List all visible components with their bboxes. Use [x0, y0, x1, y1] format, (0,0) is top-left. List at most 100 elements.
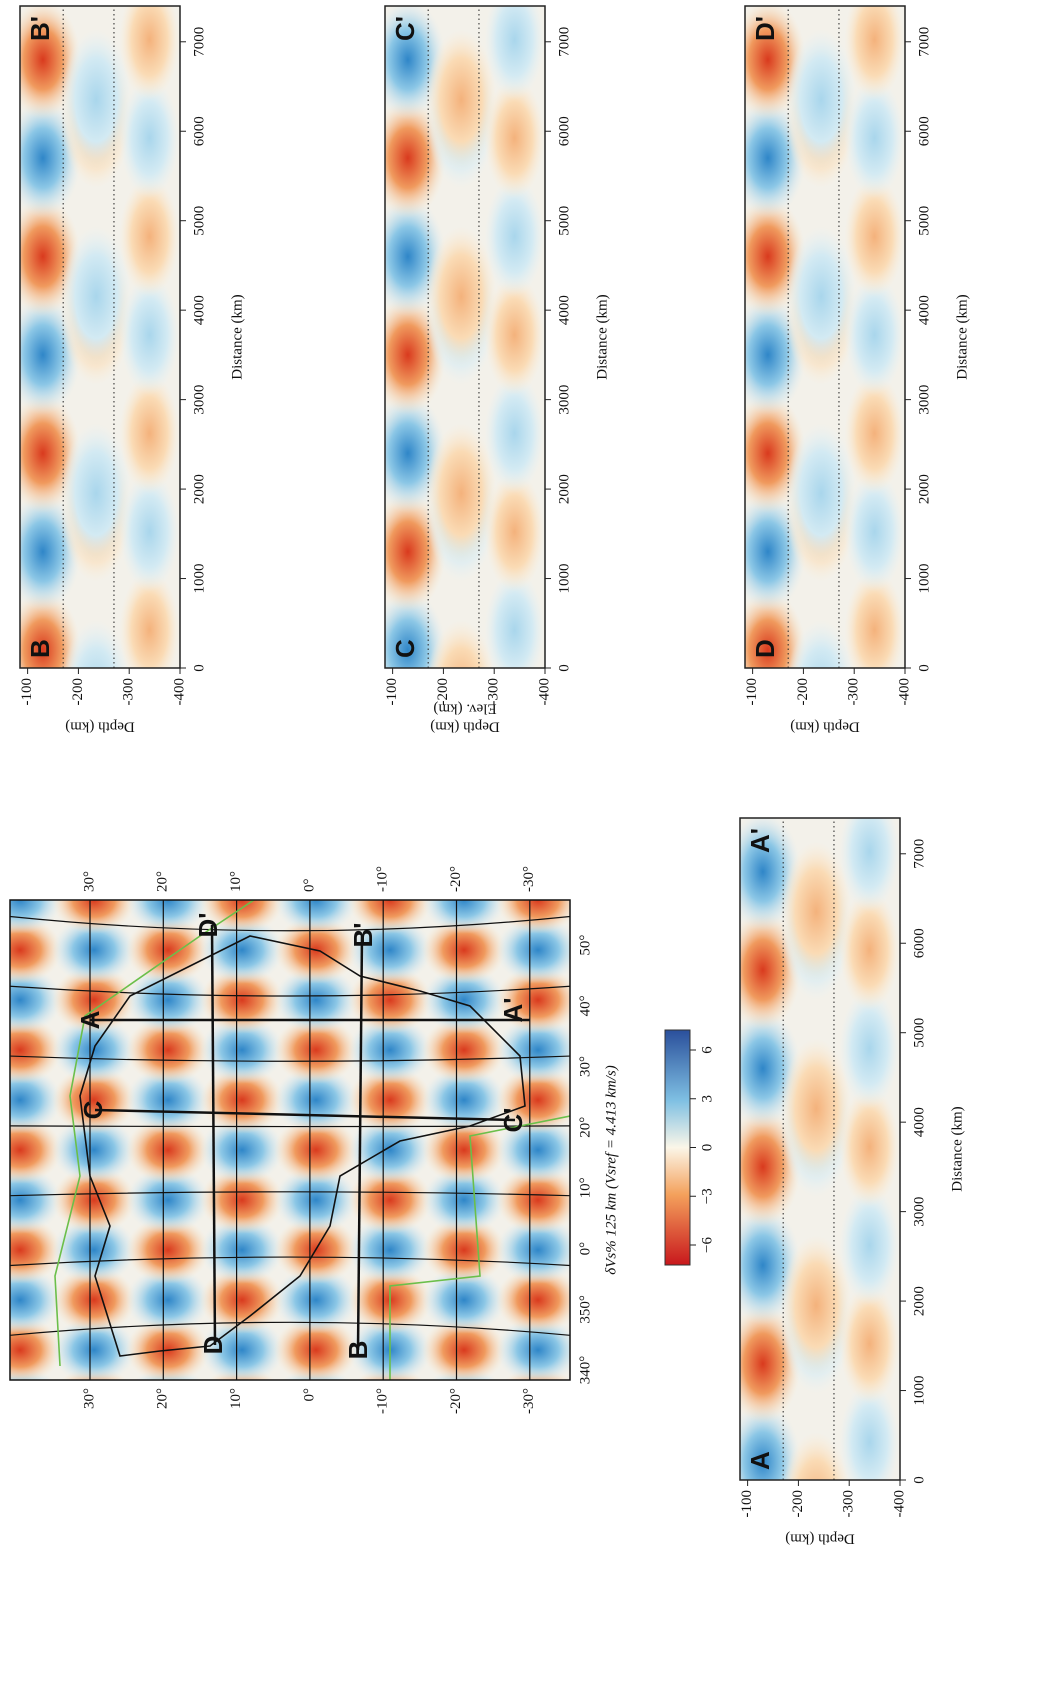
anomaly	[119, 78, 180, 199]
depth-tick-label: -400	[891, 1490, 907, 1518]
anomaly	[484, 176, 545, 297]
anomaly	[200, 966, 284, 1034]
depth-label: Depth (km)	[785, 1531, 855, 1547]
depth-tick-label: -300	[841, 1490, 857, 1518]
depth-label: Depth (km)	[790, 719, 860, 735]
anomaly	[274, 1166, 358, 1234]
grid-line	[10, 1125, 570, 1128]
anomaly	[200, 916, 284, 984]
profile-line	[356, 934, 364, 1351]
distance-tick-label: 6000	[916, 116, 932, 146]
distance-tick-label: 4000	[911, 1107, 927, 1137]
anomaly	[126, 1166, 210, 1234]
section-panel: -100 -200 -300 -400 Depth (km) 0 1000 2000 3000 4…	[19, 5, 245, 735]
anomaly	[484, 274, 545, 395]
profile-label: C'	[498, 1108, 528, 1133]
distance-tick-label: 1000	[556, 564, 572, 594]
depth-tick-label: -100	[19, 678, 35, 706]
lon-label: 20°	[577, 1117, 593, 1138]
anomaly	[52, 1166, 136, 1234]
profile-line	[210, 924, 217, 1346]
distance-tick-label: 3000	[556, 385, 572, 415]
section-start: C	[390, 639, 420, 658]
distance-tick-label: 4000	[191, 295, 207, 325]
anomaly	[422, 966, 506, 1034]
distance-label: Distance (km)	[594, 294, 610, 379]
anomaly	[274, 1016, 358, 1084]
anomaly	[274, 1116, 358, 1184]
grid-line	[10, 1256, 570, 1267]
depth-tick-label: -300	[846, 678, 862, 706]
anomaly	[496, 916, 570, 984]
anomaly	[348, 916, 432, 984]
anomaly	[422, 1166, 506, 1234]
depth-label: Depth (km)	[65, 719, 135, 735]
lat-label: 0°	[301, 1388, 317, 1402]
anomaly	[422, 1266, 506, 1334]
anomaly	[61, 226, 132, 367]
anomaly	[274, 900, 358, 934]
colorbar-tick-label: 6	[699, 1046, 715, 1054]
profile-label: D	[198, 1336, 228, 1355]
plate-boundary	[54, 900, 570, 1380]
anomaly	[10, 966, 62, 1034]
anomaly	[844, 373, 905, 494]
distance-tick-label: 5000	[191, 206, 207, 236]
lat-label: -30°	[521, 1388, 537, 1414]
distance-tick-label: 4000	[916, 295, 932, 325]
anomaly	[844, 274, 905, 395]
anomaly	[126, 1116, 210, 1184]
anomaly	[496, 1116, 570, 1184]
profile-label: A'	[498, 998, 528, 1023]
anomaly	[839, 1283, 900, 1404]
depth-tick-label: -100	[384, 678, 400, 706]
distance-tick-label: 7000	[556, 27, 572, 57]
map-frame	[9, 899, 571, 1381]
section-end: A'	[745, 828, 775, 853]
anomaly	[119, 176, 180, 297]
anomaly	[496, 1266, 570, 1334]
profile-label: B	[343, 1341, 373, 1360]
anomaly	[496, 1316, 570, 1380]
anomaly	[422, 1066, 506, 1134]
anomaly	[839, 1185, 900, 1306]
lon-label: 30°	[577, 1056, 593, 1077]
anomaly	[348, 1016, 432, 1084]
coastline	[79, 935, 526, 1357]
depth-tick-label: -200	[790, 1490, 806, 1518]
grid-line	[10, 1055, 570, 1062]
anomaly	[10, 916, 62, 984]
depth-tick-label: -200	[795, 678, 811, 706]
section-end: C'	[390, 16, 420, 41]
grid-line	[10, 915, 570, 932]
anomaly	[422, 1016, 506, 1084]
anomaly	[348, 1166, 432, 1234]
colorbar-tick-label: −6	[699, 1237, 715, 1253]
anomaly	[844, 570, 905, 668]
frame	[744, 5, 906, 669]
anomaly	[274, 966, 358, 1034]
anomaly	[348, 900, 432, 934]
profile-label: D'	[193, 913, 223, 938]
distance-label: Distance (km)	[229, 294, 245, 379]
lon-label: 350°	[577, 1295, 593, 1324]
elev-label: Elev. (km)	[433, 701, 496, 717]
grid-line	[10, 985, 570, 997]
anomaly	[422, 1316, 506, 1380]
depth-tick-label: -200	[435, 678, 451, 706]
distance-label: Distance (km)	[954, 294, 970, 379]
depth-label: Depth (km)	[430, 719, 500, 735]
lon-label: 0°	[577, 1242, 593, 1256]
anomaly	[200, 1266, 284, 1334]
colorbar-label: δVs% 125 km (Vsref = 4.413 km/s)	[603, 1065, 619, 1274]
anomaly	[839, 890, 900, 1011]
lat-label: 10°	[228, 871, 244, 892]
anomaly	[422, 916, 506, 984]
anomaly	[200, 1166, 284, 1234]
anomaly	[745, 590, 806, 668]
anomaly	[10, 1016, 62, 1084]
depth-tick-label: -400	[171, 678, 187, 706]
distance-tick-label: 1000	[916, 564, 932, 594]
distance-tick-label: 2000	[191, 474, 207, 504]
